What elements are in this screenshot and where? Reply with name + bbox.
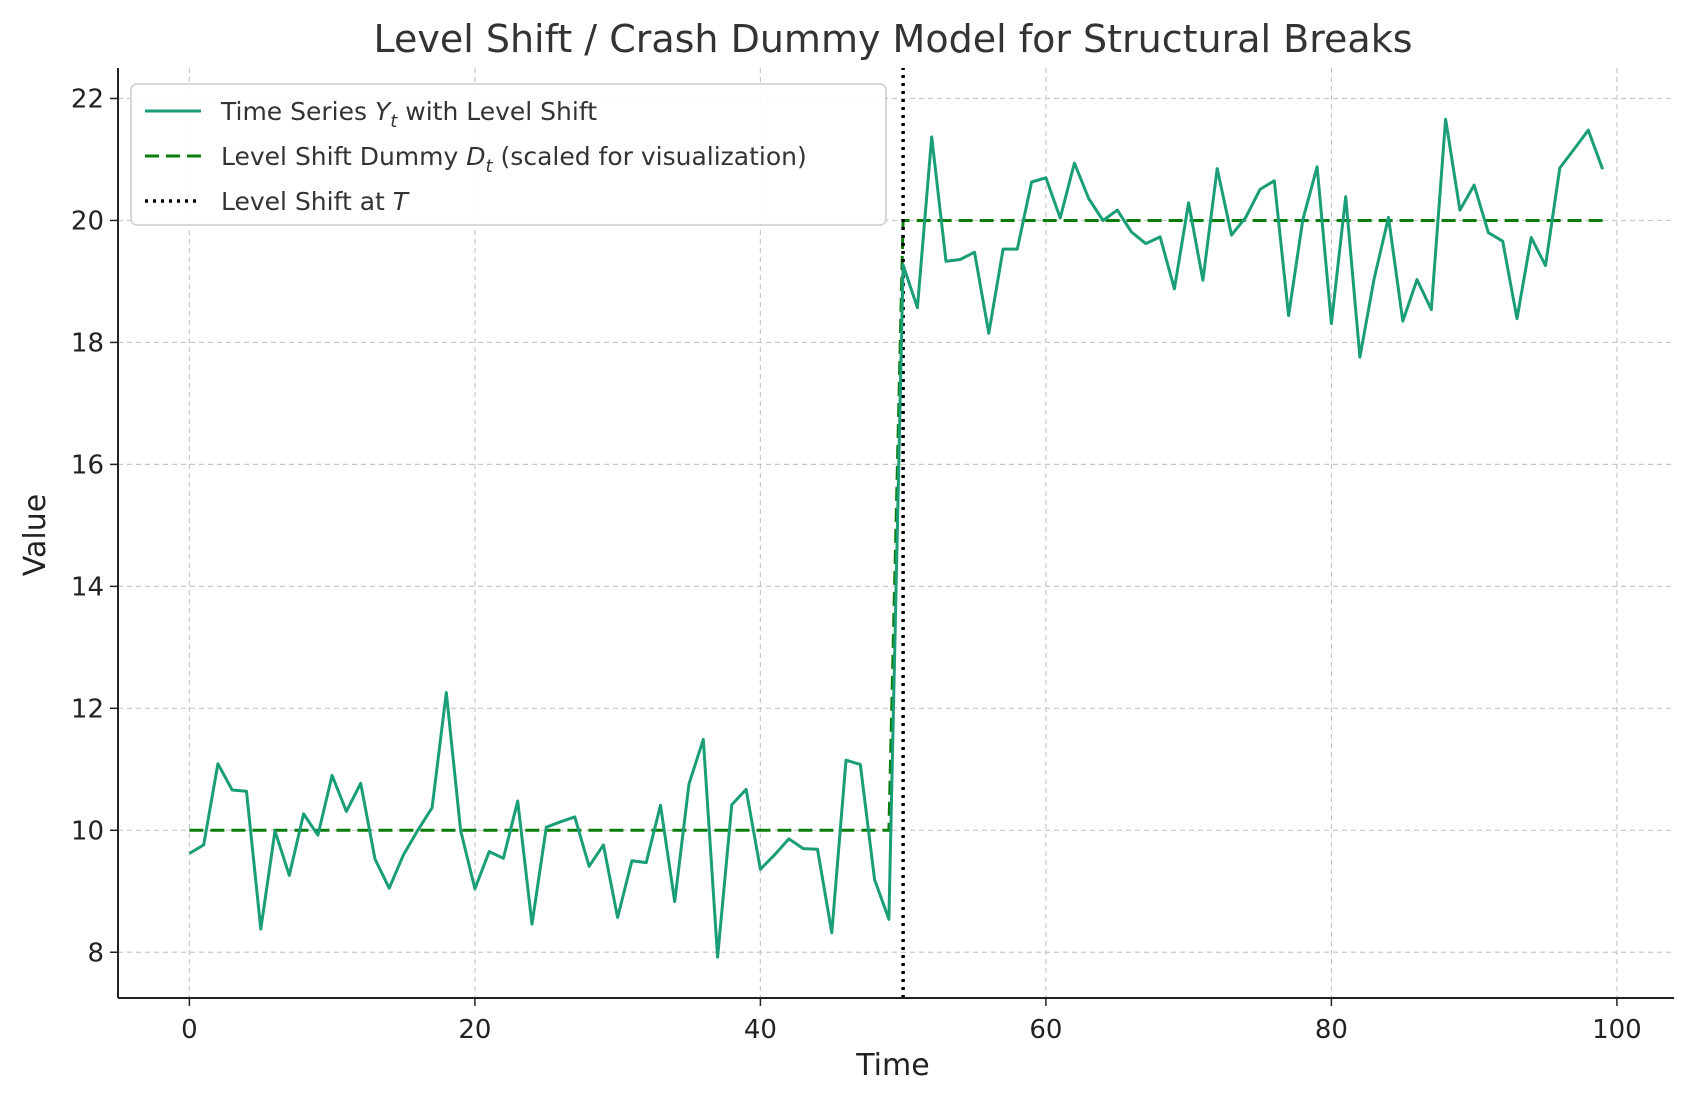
legend-label-1: Level Shift Dummy Dt (scaled for visuali… <box>221 142 807 177</box>
x-tick-label: 60 <box>1029 1015 1062 1045</box>
x-tick-label: 0 <box>181 1015 198 1045</box>
y-tick-label: 20 <box>71 206 104 236</box>
y-tick-label: 18 <box>71 328 104 358</box>
x-tick-label: 40 <box>744 1015 777 1045</box>
chart-title: Level Shift / Crash Dummy Model for Stru… <box>373 17 1412 61</box>
series-line-1 <box>189 219 1603 832</box>
axes <box>117 68 1674 999</box>
legend: Time Series Yt with Level Shift Level Shi… <box>130 83 887 226</box>
x-tick-label: 100 <box>1592 1015 1642 1045</box>
y-tick-label: 14 <box>71 572 104 602</box>
y-axis-label: Value <box>18 494 53 576</box>
y-tick-label: 22 <box>71 84 104 114</box>
x-axis-label: Time <box>855 1048 929 1083</box>
y-tick-label: 10 <box>71 816 104 846</box>
series-line-0 <box>188 117 1605 959</box>
legend-label-2: Level Shift at T <box>221 187 410 216</box>
y-tick-label: 12 <box>71 694 104 724</box>
y-tick-label: 8 <box>87 938 104 968</box>
legend-box <box>130 83 887 226</box>
legend-label-0: Time Series Yt with Level Shift <box>220 97 597 132</box>
y-tick-label: 16 <box>71 450 104 480</box>
x-tick-label: 20 <box>458 1015 491 1045</box>
series-layer <box>188 68 1605 998</box>
x-tick-label: 80 <box>1315 1015 1348 1045</box>
ticks: 0 20 40 60 80 100 8 10 12 14 16 18 20 22 <box>71 84 1642 1045</box>
